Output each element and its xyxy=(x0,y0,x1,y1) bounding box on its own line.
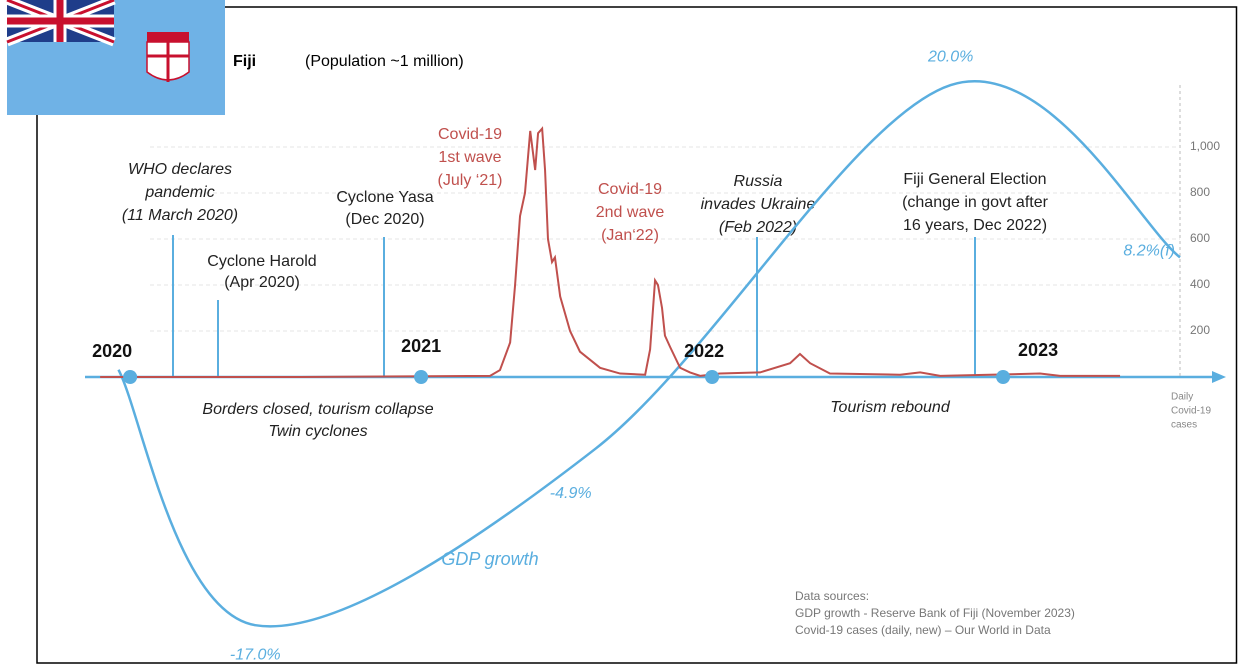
event-label: (July ‘21) xyxy=(438,172,503,189)
event-label: (Feb 2022) xyxy=(719,219,797,236)
event-label: Covid-19 xyxy=(598,181,662,198)
year-dot xyxy=(996,370,1011,384)
event-label: invades Ukraine xyxy=(701,196,816,213)
event-label: Cyclone Yasa xyxy=(336,189,433,206)
event-label: (Dec 2020) xyxy=(345,211,424,228)
y2-tick-label: 600 xyxy=(1190,231,1210,245)
union-jack xyxy=(5,0,116,47)
coat-of-arms xyxy=(146,32,190,82)
gdp-line xyxy=(117,80,1181,628)
year-dot xyxy=(123,370,138,384)
y2-tick-label: 400 xyxy=(1190,277,1210,291)
event-label: Cyclone Harold xyxy=(207,253,316,270)
gdp-value-label: -17.0% xyxy=(230,646,281,663)
axis-arrow xyxy=(1212,371,1226,383)
y2-axis-label: Covid-19 xyxy=(1171,406,1211,417)
event-label: Russia xyxy=(734,173,783,190)
period-label: Tourism rebound xyxy=(830,399,951,416)
gdp-value-label: 20.0% xyxy=(927,48,973,65)
y2-tick-label: 200 xyxy=(1190,323,1210,337)
event-label: (11 March 2020) xyxy=(122,207,238,224)
event-label: (change in govt after xyxy=(902,194,1049,211)
x-tick-label: 2020 xyxy=(92,341,132,361)
x-tick-label: 2021 xyxy=(401,336,441,356)
gdp-series-name: GDP growth xyxy=(441,549,538,569)
event-label: 2nd wave xyxy=(596,204,665,221)
gdp-value-label: -4.9% xyxy=(550,485,592,502)
event-label: 1st wave xyxy=(438,149,501,166)
event-label: Fiji General Election xyxy=(903,171,1046,188)
year-dot xyxy=(705,370,720,384)
period-label: Borders closed, tourism collapse xyxy=(202,401,433,418)
event-label: (Jan‘22) xyxy=(601,227,659,244)
year-dot xyxy=(414,370,429,384)
gdp-value-label: 8.2%(f) xyxy=(1123,243,1175,260)
x-tick-label: 2023 xyxy=(1018,340,1058,360)
y2-axis-label: Daily xyxy=(1171,392,1193,403)
frame xyxy=(36,6,1238,664)
source-note: Covid-19 cases (daily, new) – Our World … xyxy=(795,623,1051,637)
event-label: 16 years, Dec 2022) xyxy=(903,217,1047,234)
event-label: WHO declares xyxy=(128,161,232,178)
source-note: GDP growth - Reserve Bank of Fiji (Novem… xyxy=(795,606,1075,620)
event-label: pandemic xyxy=(144,184,214,201)
x-tick-label: 2022 xyxy=(684,341,724,361)
y2-tick-label: 800 xyxy=(1190,185,1210,199)
event-label: Covid-19 xyxy=(438,126,502,143)
event-label: (Apr 2020) xyxy=(224,274,300,291)
country: Fiji xyxy=(233,53,256,70)
subtitle: (Population ~1 million) xyxy=(305,53,464,70)
covid-line xyxy=(100,126,1121,379)
period-label: Twin cyclones xyxy=(268,423,367,440)
y2-axis-label: cases xyxy=(1171,420,1197,431)
y2-tick-label: 1,000 xyxy=(1190,139,1220,153)
source-note: Data sources: xyxy=(795,589,869,603)
